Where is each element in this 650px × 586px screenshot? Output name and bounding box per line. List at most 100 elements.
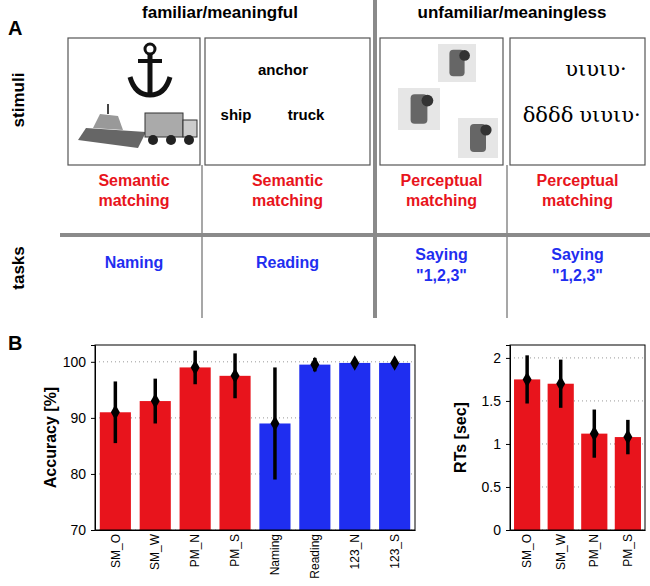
group-header: unfamiliar/meaningless bbox=[418, 3, 607, 22]
tick: 100 bbox=[63, 354, 95, 370]
tick-label: 90 bbox=[70, 410, 86, 426]
truck-icon bbox=[145, 113, 197, 145]
category-label: PM_N bbox=[587, 534, 601, 567]
tick-mark bbox=[506, 444, 510, 445]
category-label: SM_W bbox=[554, 533, 568, 570]
marker bbox=[111, 404, 120, 420]
bar-chart: 00.511.52SM_OSM_WPM_NPM_SRTs [sec] bbox=[452, 345, 646, 570]
task-label: Saying bbox=[551, 246, 603, 263]
row-label: stimuli bbox=[9, 73, 28, 128]
icon-part bbox=[480, 124, 491, 135]
axis-line bbox=[511, 530, 646, 531]
stimulus-word: anchor bbox=[258, 61, 308, 78]
icon-part bbox=[145, 113, 183, 137]
plot-frame bbox=[95, 345, 415, 530]
stimulus-word: ship bbox=[221, 106, 252, 123]
tick: 123_S bbox=[388, 530, 402, 569]
tick-mark bbox=[91, 362, 95, 363]
figure: Afamiliar/meaningfulunfamiliar/meaningle… bbox=[0, 0, 650, 586]
bar bbox=[299, 365, 330, 530]
icon-part bbox=[148, 135, 158, 145]
separator bbox=[201, 165, 203, 318]
tick: SM_W bbox=[148, 530, 162, 570]
task-label: "1,2,3" bbox=[416, 267, 467, 284]
separator bbox=[60, 233, 650, 237]
task-label: Perceptual bbox=[537, 172, 619, 189]
plot-frame bbox=[510, 345, 645, 530]
tick-mark bbox=[506, 487, 510, 488]
task-label: Semantic bbox=[98, 172, 169, 189]
stimulus-pseudoword: υιυιυ· bbox=[579, 103, 640, 127]
tick-mark bbox=[91, 530, 95, 531]
icon-part bbox=[145, 44, 155, 54]
category-label: PM_N bbox=[188, 534, 202, 567]
group-header: familiar/meaningful bbox=[142, 3, 298, 22]
stimulus-box bbox=[205, 38, 370, 165]
tick: PM_S bbox=[228, 530, 242, 567]
icon-part bbox=[459, 50, 470, 61]
task-label: matching bbox=[252, 192, 323, 209]
stimulus-pseudoword: δδδδ bbox=[523, 103, 574, 127]
stimulus-box bbox=[68, 38, 200, 165]
stimulus-pseudoword: υιυιυ· bbox=[565, 57, 626, 81]
task-label: Perceptual bbox=[401, 172, 483, 189]
tick: SM_W bbox=[554, 530, 568, 570]
tick: PM_N bbox=[188, 530, 202, 567]
icon-part bbox=[130, 77, 170, 95]
stimulus-box bbox=[510, 38, 645, 165]
object-icon bbox=[438, 44, 476, 82]
icon-part bbox=[398, 88, 440, 130]
bar-chart: 708090100SM_OSM_WPM_NPM_SNamingReading12… bbox=[42, 345, 416, 579]
panel-a: Afamiliar/meaningfulunfamiliar/meaningle… bbox=[8, 0, 650, 318]
marker bbox=[151, 393, 160, 409]
tick-label: 0.5 bbox=[482, 479, 502, 495]
tick-mark bbox=[91, 474, 95, 475]
stimulus-box bbox=[380, 38, 503, 165]
marker bbox=[191, 360, 200, 376]
axis-line bbox=[96, 530, 416, 531]
stimulus-word: truck bbox=[288, 106, 325, 123]
tick-label: 1.5 bbox=[482, 393, 502, 409]
icon-part bbox=[458, 118, 498, 158]
axis-title: Accuracy [%] bbox=[42, 387, 59, 488]
task-label: Semantic bbox=[252, 172, 323, 189]
category-label: PM_S bbox=[621, 534, 635, 567]
bar bbox=[339, 363, 370, 530]
y-axis: 0 0.5 1 1.5 2 bbox=[482, 346, 511, 538]
marker bbox=[556, 376, 565, 392]
grid-line bbox=[510, 357, 645, 358]
marker bbox=[590, 426, 599, 442]
anchor-icon bbox=[130, 44, 170, 95]
tick: PM_S bbox=[621, 530, 635, 567]
tick-label: 80 bbox=[70, 466, 86, 482]
icon-part bbox=[107, 104, 109, 114]
plot-area bbox=[514, 355, 641, 530]
marker bbox=[523, 372, 532, 388]
panel-label: B bbox=[8, 332, 22, 354]
task-label: Saying bbox=[415, 246, 467, 263]
tick: 2 bbox=[493, 350, 510, 366]
category-label: 123_N bbox=[348, 534, 362, 569]
tick-mark bbox=[506, 401, 510, 402]
tick-mark bbox=[506, 358, 510, 359]
category-label: SM_W bbox=[148, 533, 162, 570]
category-label: PM_S bbox=[228, 534, 242, 567]
marker bbox=[390, 355, 399, 371]
tick: PM_N bbox=[587, 530, 601, 567]
category-label: Naming bbox=[268, 534, 282, 575]
marker bbox=[270, 416, 279, 432]
tick: 0.5 bbox=[482, 479, 510, 495]
category-label: SM_O bbox=[520, 534, 534, 568]
tick: 80 bbox=[70, 466, 95, 482]
tick: 0 bbox=[493, 522, 510, 538]
task-label: matching bbox=[406, 192, 477, 209]
task-label: "1,2,3" bbox=[552, 267, 603, 284]
tick: SM_O bbox=[109, 530, 123, 568]
tick: 1 bbox=[493, 436, 510, 452]
tick: Reading bbox=[308, 530, 322, 579]
marker bbox=[231, 368, 240, 384]
tick-label: 100 bbox=[63, 354, 87, 370]
icon-part bbox=[422, 95, 434, 107]
tick-mark bbox=[91, 418, 95, 419]
x-axis: SM_O SM_W PM_N PM_S bbox=[511, 530, 646, 570]
